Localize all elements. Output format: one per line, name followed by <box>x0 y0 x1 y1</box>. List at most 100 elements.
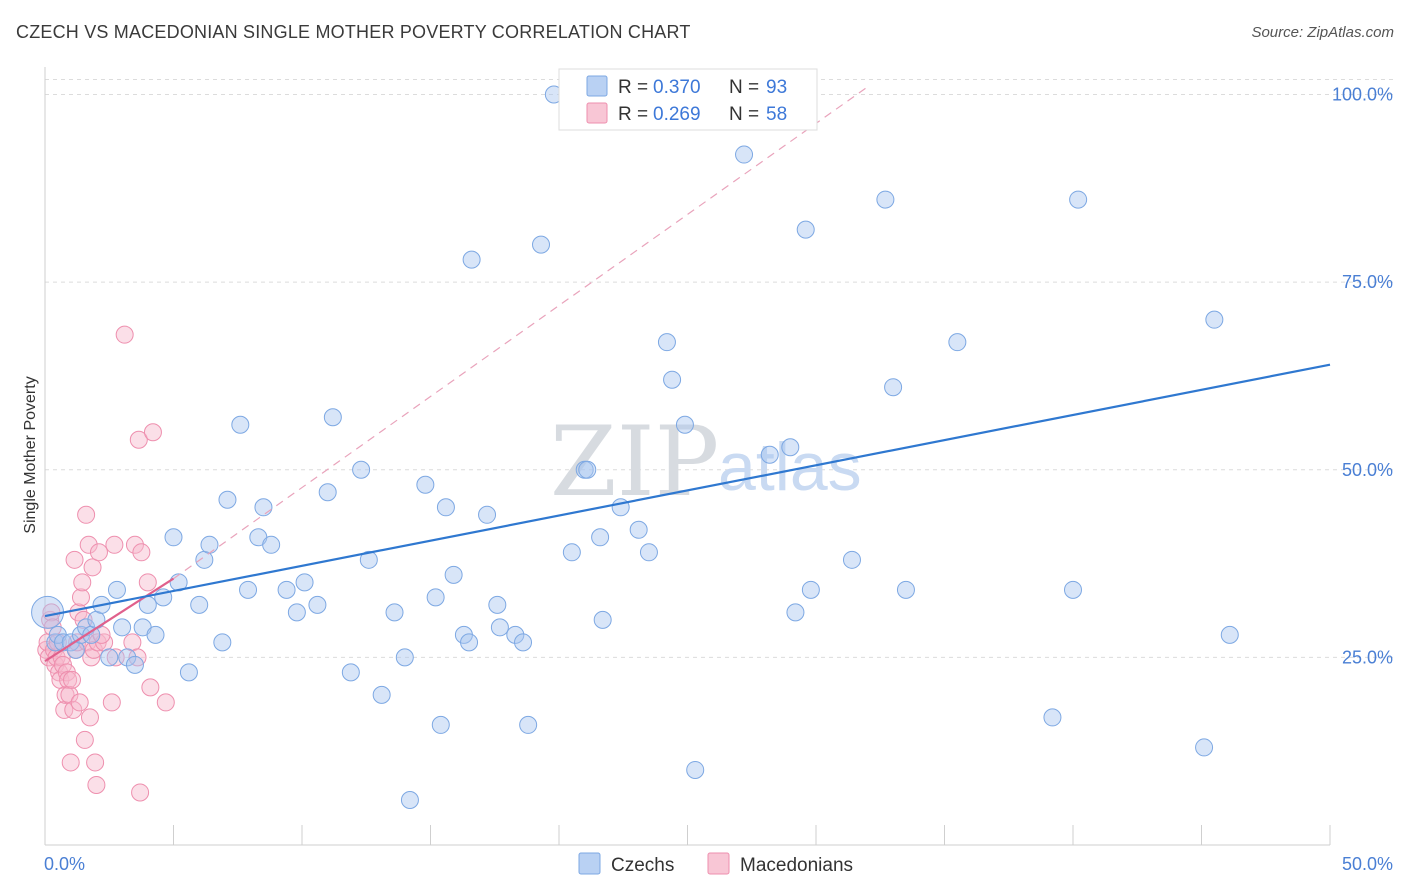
czech-point <box>675 415 694 434</box>
czech-point <box>431 715 450 734</box>
macedonian-point <box>79 535 98 554</box>
watermark: ZIP atlas <box>550 406 862 518</box>
czech-point <box>801 580 820 599</box>
czech-point <box>532 235 551 254</box>
czech-point <box>1195 738 1214 757</box>
czech-point <box>262 535 281 554</box>
czech-point <box>629 520 648 539</box>
czech-point <box>444 565 463 584</box>
macedonian-point <box>56 685 75 704</box>
legend-macedonian-swatch <box>586 102 608 124</box>
czech-point <box>462 250 481 269</box>
czech-point <box>786 603 805 622</box>
czech-point <box>1043 708 1062 727</box>
macedonian-point <box>47 648 66 667</box>
czech-trend-line <box>44 363 1331 618</box>
macedonian-point <box>75 730 94 749</box>
czech-point <box>318 483 337 502</box>
macedonian-point <box>102 693 121 712</box>
source-label: Source: ZipAtlas.com <box>1251 24 1394 41</box>
czech-point <box>896 580 915 599</box>
legend-czech-r-label: R = <box>618 77 648 98</box>
czech-point <box>1069 190 1088 209</box>
czech-point <box>593 610 612 629</box>
czech-point <box>796 220 815 239</box>
x-tick-label: 0.0% <box>44 854 85 874</box>
legend-macedonian-n-value: 58 <box>766 104 787 125</box>
grid-lines <box>45 79 1395 658</box>
czech-point <box>295 573 314 592</box>
macedonian-point <box>89 543 108 562</box>
axes <box>44 67 1331 846</box>
macedonian-point <box>62 670 81 689</box>
czech-point <box>164 528 183 547</box>
y-tick-label: 50.0% <box>1342 460 1393 480</box>
czech-point <box>385 603 404 622</box>
macedonian-trend-line <box>44 577 175 663</box>
czech-point <box>87 610 106 629</box>
macedonian-point <box>156 693 175 712</box>
macedonian-point <box>129 430 148 449</box>
czech-point <box>1220 625 1239 644</box>
legend-macedonian-r-label: R = <box>618 104 648 125</box>
macedonian-point <box>138 573 157 592</box>
czech-point <box>100 648 119 667</box>
czech-point <box>125 655 144 674</box>
czech-point <box>287 603 306 622</box>
macedonian-trend-extrapolation <box>173 86 868 580</box>
czech-points <box>31 85 1239 809</box>
watermark-zip: ZIP <box>550 406 719 518</box>
legend-czech-r-value: 0.370 <box>653 77 701 98</box>
czech-point <box>239 580 258 599</box>
series-legend: Czechs Macedonians <box>578 852 853 876</box>
macedonian-point <box>82 648 101 667</box>
macedonian-point <box>141 678 160 697</box>
czech-point <box>460 633 479 652</box>
czech-point <box>179 663 198 682</box>
legend-macedonian-n-label: N = <box>729 104 759 125</box>
czech-point <box>478 505 497 524</box>
czech-point <box>218 490 237 509</box>
macedonian-point <box>74 610 93 629</box>
czech-point <box>781 438 800 457</box>
legend-czech-n-label: N = <box>729 77 759 98</box>
czech-point <box>372 685 391 704</box>
macedonian-point <box>70 693 89 712</box>
macedonian-point <box>87 775 106 794</box>
macedonian-point <box>131 783 150 802</box>
macedonian-point <box>143 423 162 442</box>
legend-czech-n-value: 93 <box>766 77 787 98</box>
trend-lines <box>44 86 1331 663</box>
bottom-legend-czech-label: Czechs <box>611 855 674 876</box>
czech-point <box>562 543 581 562</box>
czech-point <box>1205 310 1224 329</box>
czech-point <box>426 588 445 607</box>
czech-point <box>884 378 903 397</box>
macedonian-point <box>65 550 84 569</box>
czech-point <box>308 595 327 614</box>
macedonian-points <box>37 325 175 802</box>
macedonian-point <box>73 573 92 592</box>
czech-point <box>190 595 209 614</box>
macedonian-point <box>80 708 99 727</box>
macedonian-point <box>71 588 90 607</box>
czech-point <box>488 595 507 614</box>
chart-title: CZECH VS MACEDONIAN SINGLE MOTHER POVERT… <box>16 22 691 42</box>
czech-point <box>657 333 676 352</box>
czech-point <box>200 535 219 554</box>
macedonian-point <box>115 325 134 344</box>
czech-point <box>506 625 525 644</box>
czech-point <box>352 460 371 479</box>
czech-point <box>416 475 435 494</box>
czech-point <box>113 618 132 637</box>
correlation-legend: R = 0.370 N = 93 R = 0.269 N = 58 <box>558 68 818 131</box>
y-tick-label: 100.0% <box>1332 85 1393 105</box>
czech-point <box>359 550 378 569</box>
macedonian-point <box>128 648 147 667</box>
czech-point <box>578 460 597 479</box>
legend-czech-swatch <box>586 75 608 97</box>
czech-point <box>663 370 682 389</box>
macedonian-point <box>83 558 102 577</box>
czech-point <box>686 760 705 779</box>
czech-point <box>514 633 533 652</box>
